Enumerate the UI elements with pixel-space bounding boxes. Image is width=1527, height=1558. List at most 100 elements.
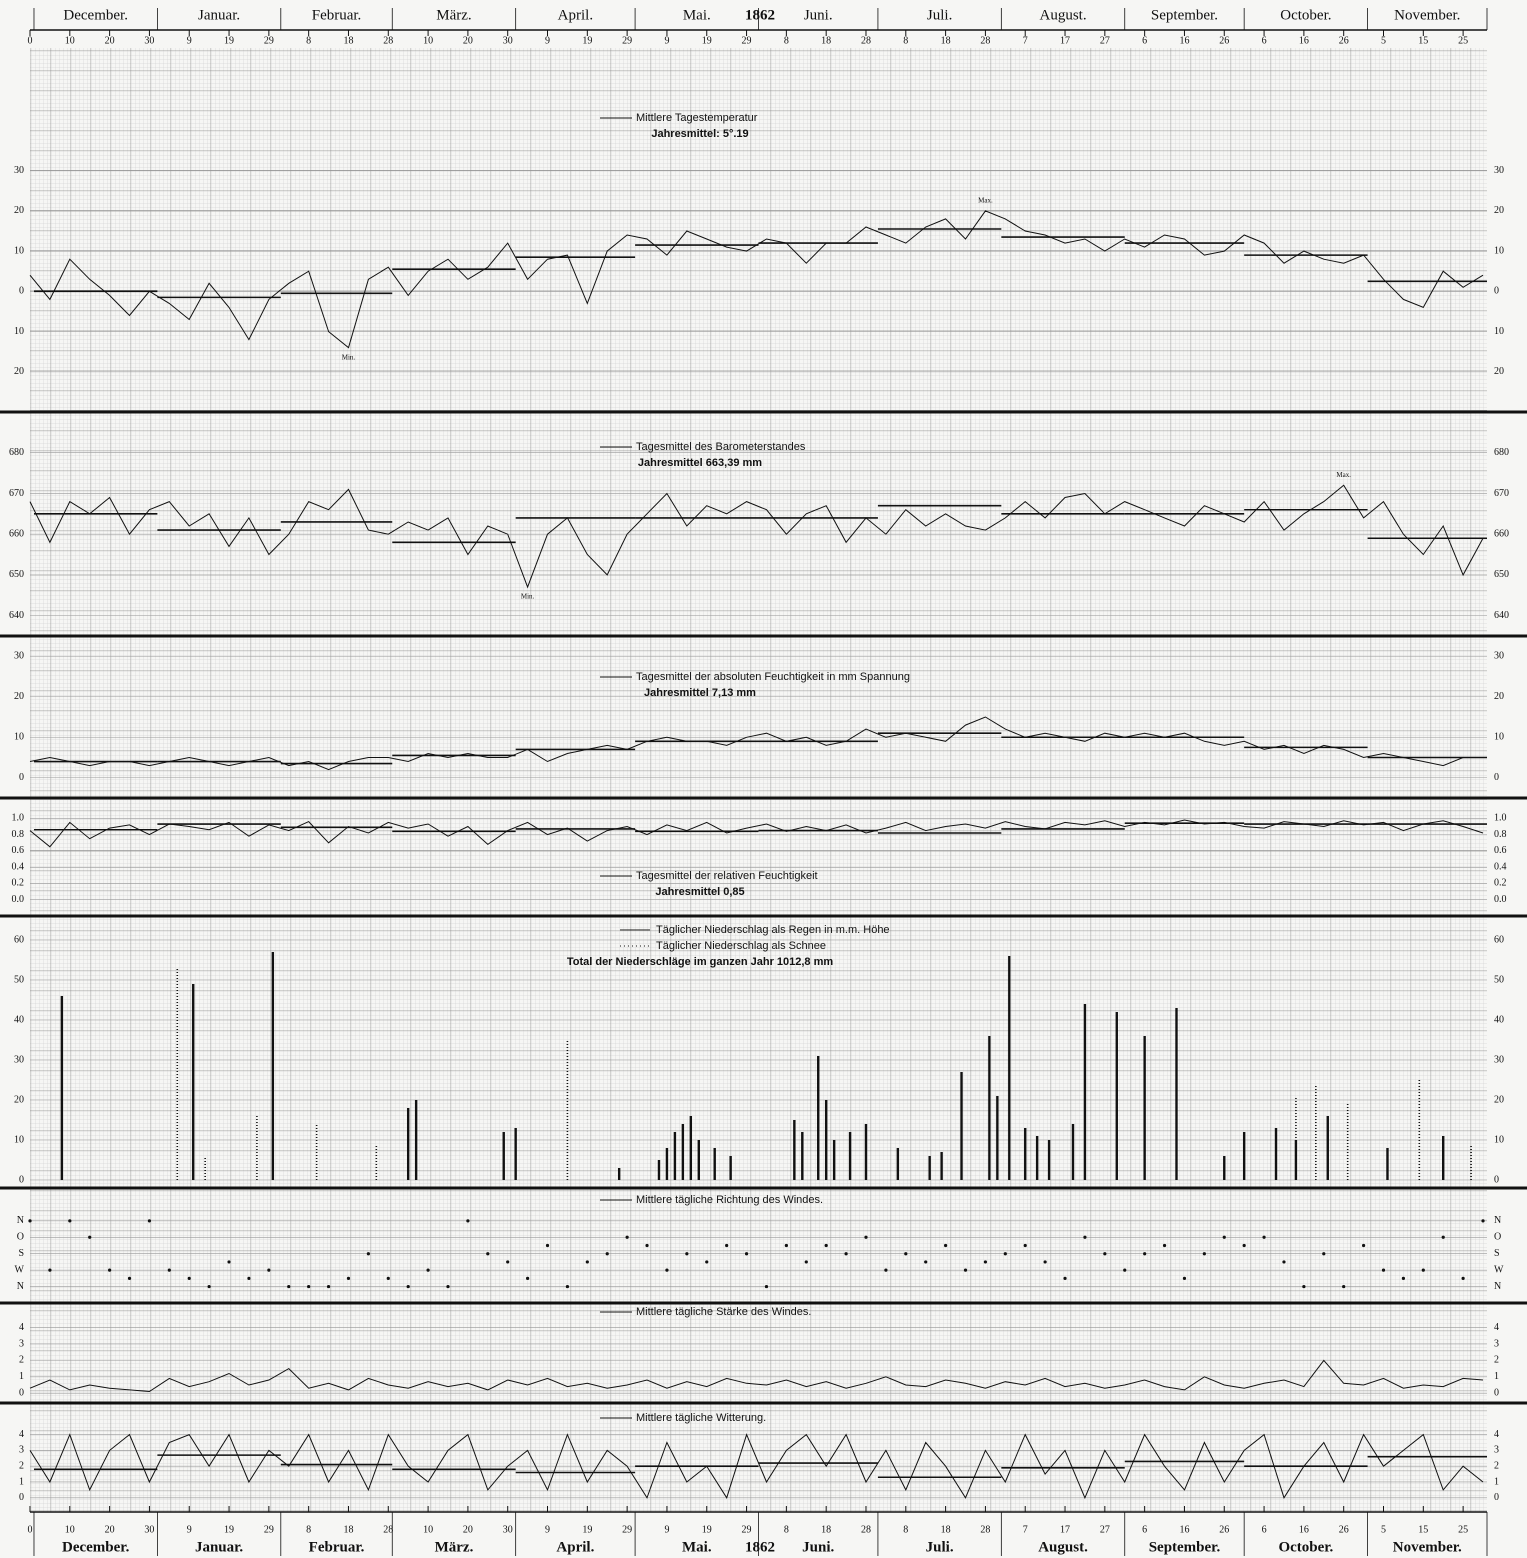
month-label: Mai. <box>682 1539 712 1555</box>
x-tick-label: 10 <box>423 35 433 46</box>
panel-title: Tagesmittel des Barometerstandes <box>636 441 806 453</box>
data-dot <box>88 1235 92 1239</box>
panel-subtitle: Jahresmittel 7,13 mm <box>644 687 756 699</box>
x-tick-label: 18 <box>343 1524 353 1535</box>
y-tick-label: O <box>17 1232 24 1243</box>
y-tick-label: 0 <box>19 1492 24 1503</box>
x-tick-label: 20 <box>463 1524 473 1535</box>
data-dot <box>28 1219 32 1223</box>
data-dot <box>1302 1284 1306 1289</box>
x-tick-label: 6 <box>1142 1524 1147 1535</box>
data-dot <box>167 1268 171 1272</box>
y-tick-label: 50 <box>1494 974 1504 985</box>
y-tick-label: 660 <box>1494 528 1509 539</box>
data-dot <box>924 1260 928 1264</box>
x-tick-label: 30 <box>503 1524 513 1535</box>
data-dot <box>1401 1276 1406 1280</box>
data-dot <box>187 1276 191 1280</box>
data-dot <box>585 1260 589 1264</box>
min-annotation: Min. <box>342 353 356 361</box>
y-tick-label: 3 <box>19 1445 24 1456</box>
data-dot <box>1123 1268 1127 1272</box>
y-tick-label: 4 <box>19 1322 24 1333</box>
x-tick-label: 28 <box>861 1524 871 1535</box>
y-tick-label: 0.2 <box>12 878 25 889</box>
y-tick-label: 30 <box>14 165 24 176</box>
data-line <box>29 716 1483 771</box>
x-tick-label: 20 <box>463 35 473 46</box>
data-dot <box>366 1252 370 1256</box>
x-tick-label: 27 <box>1100 35 1110 46</box>
y-tick-label: 0.4 <box>12 861 25 872</box>
y-tick-label: 2 <box>19 1460 24 1471</box>
month-label: August. <box>1038 1539 1088 1555</box>
x-tick-label: 16 <box>1299 35 1309 46</box>
y-tick-label: 20 <box>1494 691 1504 702</box>
panel-title: Mittlere tägliche Witterung. <box>636 1412 766 1424</box>
month-label: September. <box>1151 7 1218 23</box>
x-tick-label: 19 <box>224 35 234 46</box>
y-tick-label: 0 <box>1494 1387 1499 1398</box>
month-label: Juni. <box>804 7 833 23</box>
data-dot <box>287 1284 291 1289</box>
month-label: November. <box>1394 7 1460 23</box>
y-tick-label: 50 <box>14 974 24 985</box>
month-label: October. <box>1278 1539 1333 1555</box>
y-tick-label: N <box>1494 1281 1501 1292</box>
y-tick-label: 10 <box>14 1134 24 1145</box>
data-dot <box>108 1268 112 1272</box>
y-tick-label: 30 <box>1494 165 1504 176</box>
data-dot <box>944 1243 948 1248</box>
x-tick-label: 27 <box>1100 1524 1110 1535</box>
min-annotation: Min. <box>521 593 535 601</box>
x-tick-label: 9 <box>664 35 669 46</box>
data-dot <box>48 1268 52 1272</box>
x-tick-label: 9 <box>187 35 192 46</box>
data-dot <box>1083 1235 1087 1239</box>
y-tick-label: 0 <box>19 772 24 783</box>
x-tick-label: 29 <box>622 1524 632 1535</box>
max-annotation: Max. <box>1336 471 1351 479</box>
data-dot <box>446 1284 450 1289</box>
month-label: Februar. <box>309 1539 365 1555</box>
x-tick-label: 10 <box>423 1524 433 1535</box>
y-tick-label: 670 <box>1494 488 1509 499</box>
x-tick-label: 29 <box>622 35 632 46</box>
y-tick-label: 10 <box>14 732 24 743</box>
year-label: 1862 <box>745 7 775 23</box>
x-tick-label: 19 <box>582 35 592 46</box>
x-tick-label: 29 <box>264 35 274 46</box>
x-tick-label: 26 <box>1219 35 1229 46</box>
x-tick-label: 19 <box>702 1524 712 1535</box>
data-dot <box>1043 1260 1047 1264</box>
panel-subtitle: Jahresmittel 663,39 mm <box>638 457 762 469</box>
y-tick-label: 0 <box>1494 1492 1499 1503</box>
x-tick-label: 18 <box>941 35 951 46</box>
y-tick-label: 30 <box>1494 1054 1504 1065</box>
data-dot <box>1003 1252 1007 1256</box>
y-tick-label: 20 <box>14 691 24 702</box>
x-tick-label: 18 <box>821 35 831 46</box>
panel-subtitle: Total der Niederschläge im ganzen Jahr 1… <box>567 956 834 968</box>
y-tick-label: 0.4 <box>1494 861 1507 872</box>
y-tick-label: 0 <box>1494 772 1499 783</box>
y-tick-label: 0.2 <box>1494 878 1507 889</box>
y-tick-label: 670 <box>9 488 24 499</box>
y-tick-label: 640 <box>1494 610 1509 621</box>
data-dot <box>1023 1243 1027 1248</box>
x-tick-label: 20 <box>105 35 115 46</box>
y-tick-label: 680 <box>1494 447 1509 458</box>
y-tick-label: 1 <box>1494 1476 1499 1487</box>
x-tick-label: 10 <box>65 1524 75 1535</box>
data-dot <box>645 1243 649 1248</box>
x-tick-label: 5 <box>1381 35 1386 46</box>
x-tick-label: 25 <box>1458 1524 1468 1535</box>
x-tick-label: 8 <box>306 35 311 46</box>
data-dot <box>744 1252 749 1256</box>
month-label: Mai. <box>683 7 711 23</box>
y-tick-label: 1.0 <box>1494 813 1507 824</box>
y-tick-label: 10 <box>1494 245 1504 256</box>
x-tick-label: 29 <box>742 1524 752 1535</box>
data-dot <box>247 1276 251 1280</box>
x-tick-label: 19 <box>582 1524 592 1535</box>
